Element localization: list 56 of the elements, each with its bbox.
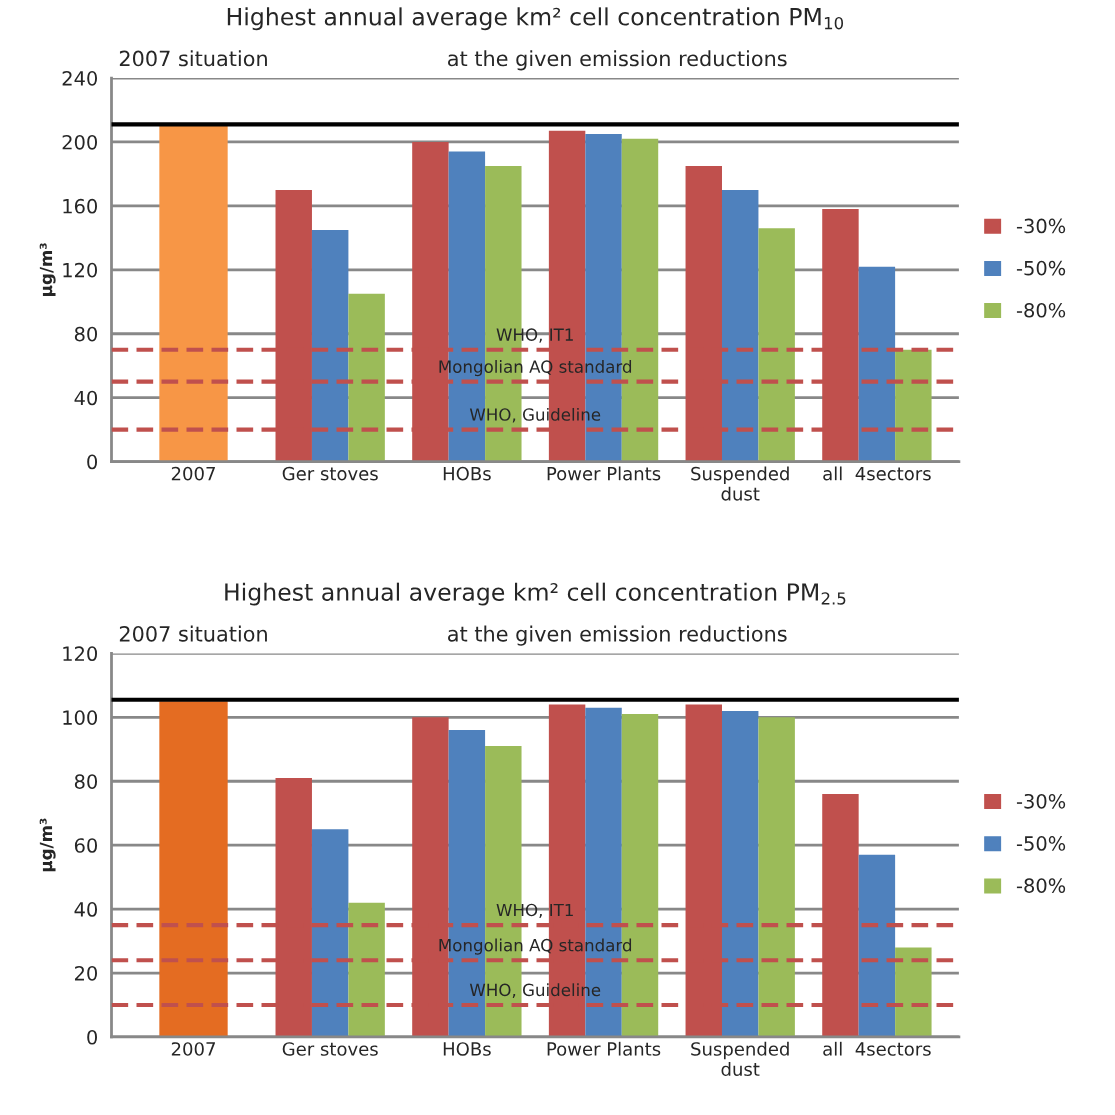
y-tick-label: 40 bbox=[74, 390, 98, 406]
y-tick-label: 240 bbox=[62, 71, 98, 86]
y-tick-label: 0 bbox=[87, 1029, 98, 1045]
x-tick-label: 2007 bbox=[171, 1042, 215, 1056]
bar bbox=[311, 229, 349, 462]
chart-title: Highest annual average km² cell concentration PM$_{2.5}$ bbox=[225, 582, 846, 606]
text: at the given emission reductions bbox=[448, 50, 787, 71]
y-tick-label: 0 bbox=[87, 454, 98, 470]
bar bbox=[721, 710, 759, 1037]
bar bbox=[895, 947, 932, 1037]
bar bbox=[858, 266, 896, 462]
x-tick-label: Ger stoves bbox=[282, 466, 378, 481]
y-axis-title: μg/m³ bbox=[39, 818, 56, 872]
x-tick-label: 2007 bbox=[171, 466, 215, 481]
y-axis-title: μg/m³ bbox=[39, 243, 56, 296]
legend-label: -30% bbox=[1016, 218, 1066, 234]
x-tick-label: Ger stoves bbox=[282, 1042, 378, 1056]
bar bbox=[758, 228, 795, 462]
x-tick-label: Suspended dust bbox=[691, 466, 789, 501]
legend-label: -30% bbox=[1016, 793, 1066, 809]
bar bbox=[159, 701, 228, 1037]
legend-label: -50% bbox=[1016, 836, 1066, 851]
y-tick-label: 120 bbox=[63, 646, 98, 662]
bar bbox=[159, 126, 228, 462]
legend-label: -80% bbox=[1016, 302, 1066, 318]
x-tick-label: Power Plants bbox=[547, 466, 661, 481]
bar bbox=[348, 293, 385, 462]
y-tick-label: 20 bbox=[74, 965, 98, 981]
text: at the given emission reductions bbox=[448, 625, 787, 646]
x-tick-label: all 4sectors bbox=[823, 466, 931, 481]
x-tick-label: all 4sectors bbox=[823, 1041, 931, 1056]
ref-line-label: WHO, IT1 bbox=[496, 328, 573, 343]
y-tick-label: 80 bbox=[74, 326, 98, 342]
legend-label: -80% bbox=[1016, 878, 1066, 893]
bar bbox=[721, 189, 759, 462]
legend-label: -50% bbox=[1016, 260, 1066, 276]
bar bbox=[348, 902, 385, 1037]
y-tick-label: 200 bbox=[62, 134, 98, 150]
y-tick-label: 80 bbox=[74, 774, 98, 789]
y-tick-label: 100 bbox=[63, 710, 98, 725]
x-tick-label: HOBs bbox=[443, 1042, 491, 1056]
text: 2007 situation bbox=[119, 50, 267, 67]
chart-title: Highest annual average km² cell concentration PM$_{10}$ bbox=[227, 7, 844, 31]
bar bbox=[895, 349, 932, 462]
x-tick-label: Power Plants bbox=[547, 1041, 661, 1056]
y-tick-label: 160 bbox=[63, 198, 98, 214]
x-tick-label: Suspended dust bbox=[691, 1041, 789, 1077]
bar bbox=[858, 854, 896, 1037]
y-tick-label: 40 bbox=[74, 902, 98, 917]
bar bbox=[758, 717, 795, 1037]
text: 2007 situation bbox=[119, 625, 267, 642]
y-tick-label: 60 bbox=[74, 838, 98, 853]
y-tick-label: 120 bbox=[63, 262, 98, 278]
ref-line-label: WHO, IT1 bbox=[496, 903, 573, 918]
bar bbox=[311, 829, 349, 1037]
x-tick-label: HOBs bbox=[443, 466, 491, 481]
